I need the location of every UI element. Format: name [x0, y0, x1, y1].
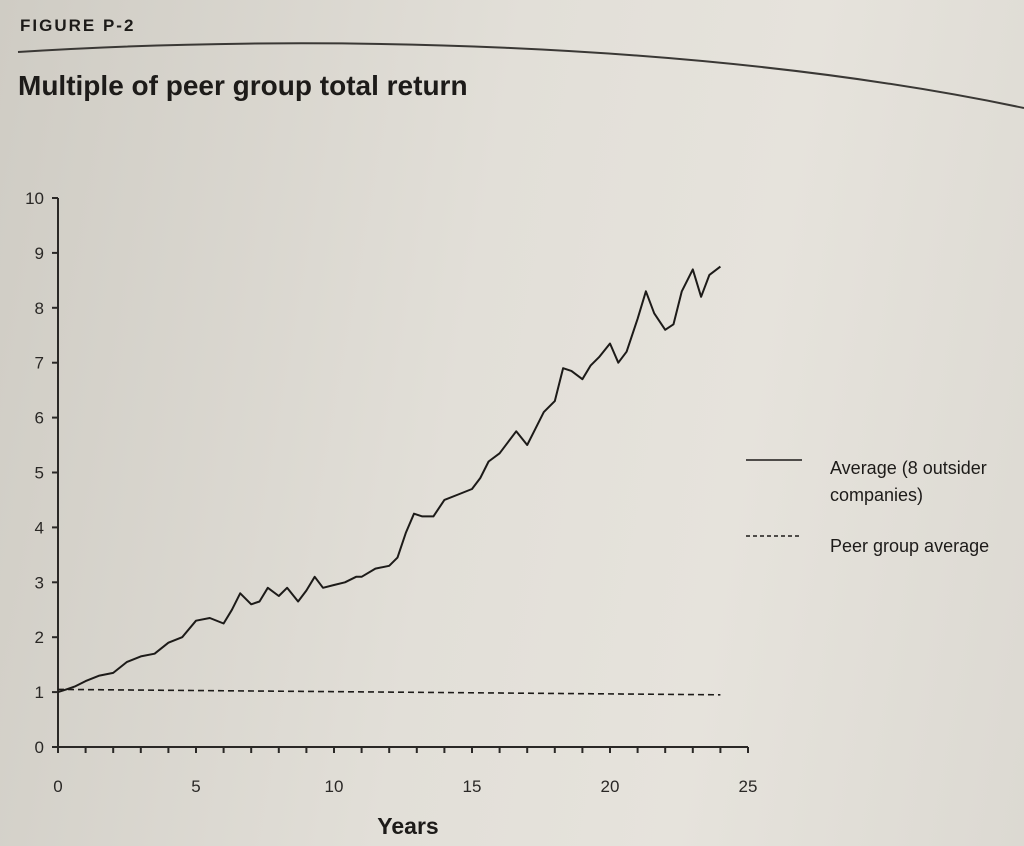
x-tick-label: 10	[325, 777, 344, 796]
x-tick-label: 0	[53, 777, 62, 796]
x-tick-label: 5	[191, 777, 200, 796]
x-tick-label: 25	[739, 777, 758, 796]
x-tick-label: 20	[601, 777, 620, 796]
y-tick-label: 0	[35, 738, 44, 757]
chart-title: Multiple of peer group total return	[18, 70, 468, 101]
chart-series	[57, 265, 722, 696]
x-tick-label: 15	[463, 777, 482, 796]
y-tick-label: 2	[35, 628, 44, 647]
chart-ticks: 0 1 2 3 4 5 6 7 8 9 10 0 5 10 15 20 25	[25, 189, 757, 796]
y-tick-label: 4	[35, 518, 44, 537]
y-tick-label: 8	[35, 299, 44, 318]
y-tick-label: 7	[35, 354, 44, 373]
y-tick-label: 10	[25, 189, 44, 208]
y-tick-label: 3	[35, 573, 44, 592]
chart-legend: Average (8 outsider companies) Peer group …	[746, 458, 989, 556]
y-tick-label: 6	[35, 409, 44, 428]
legend-label-peer-group-average: Peer group average	[830, 536, 989, 556]
y-tick-label: 5	[35, 464, 44, 483]
y-tick-label: 1	[35, 683, 44, 702]
y-tick-label: 9	[35, 244, 44, 263]
series-line-peer-group-average	[57, 688, 721, 696]
legend-label-outsider-average: Average (8 outsider companies)	[830, 458, 987, 505]
figure-label: FIGURE P-2	[20, 16, 136, 35]
series-line-outsider-average	[57, 265, 722, 694]
x-axis-title: Years	[377, 813, 438, 839]
chart-axes	[57, 198, 748, 748]
